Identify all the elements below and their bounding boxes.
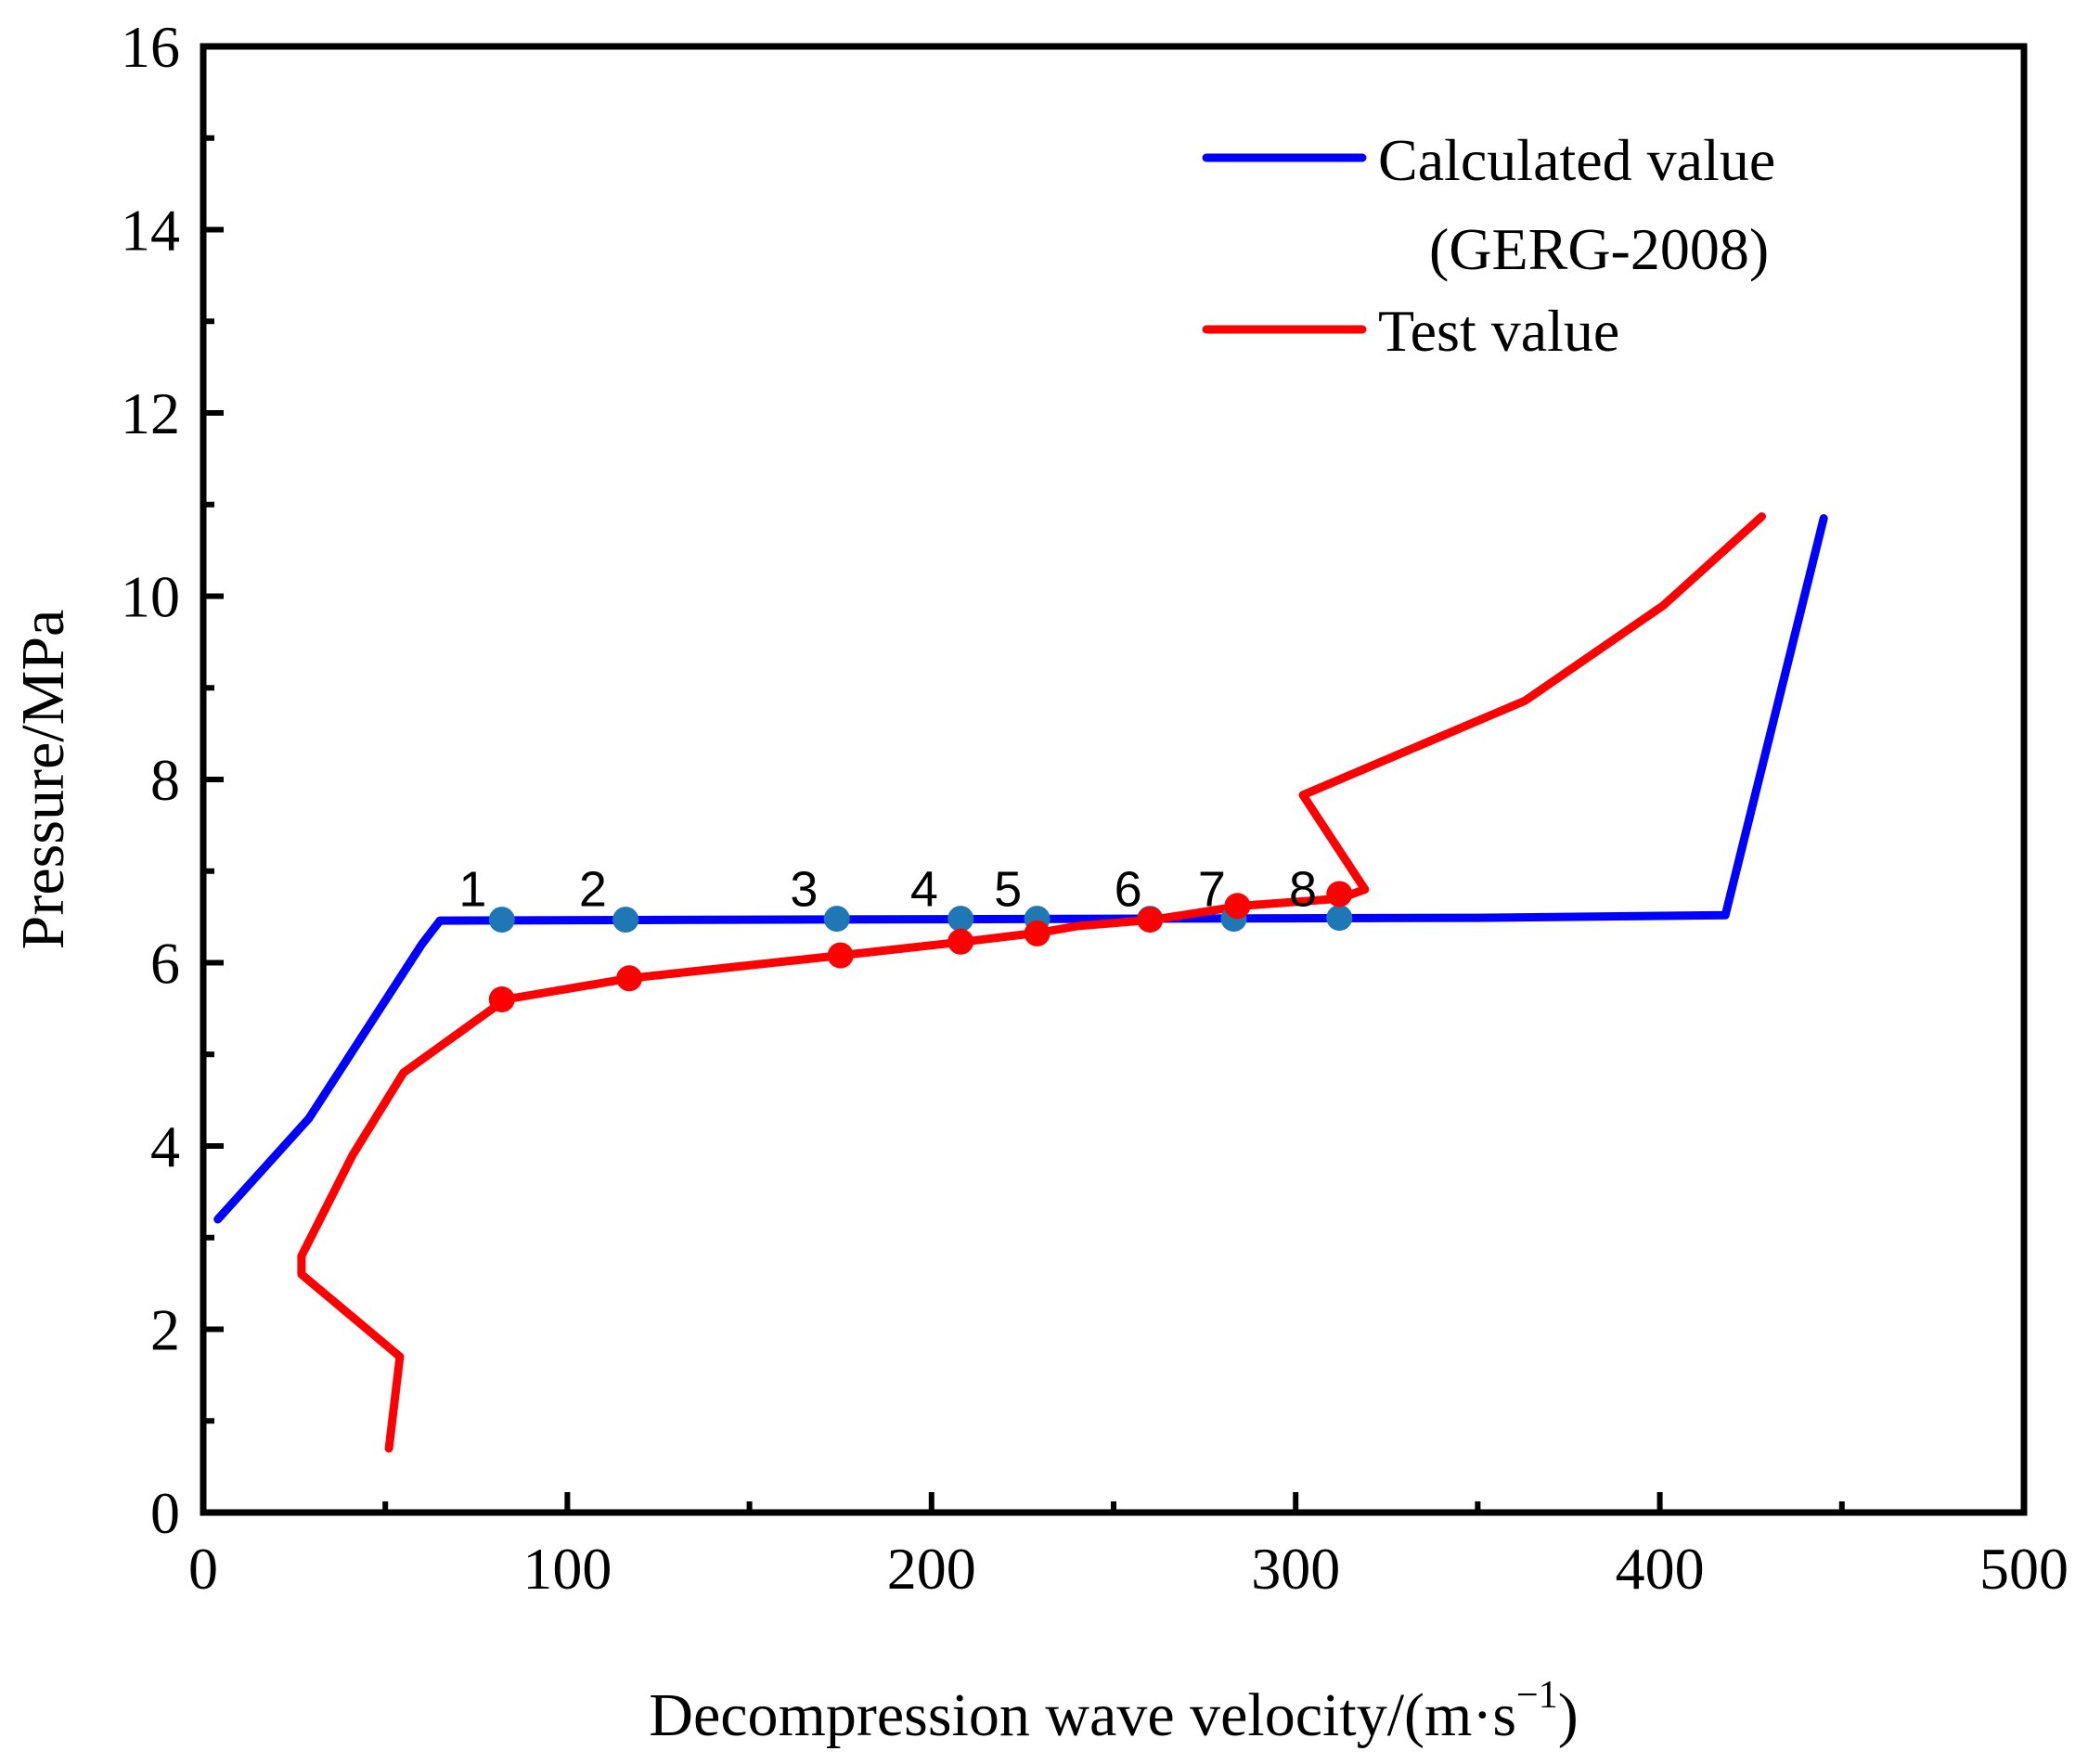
y-tick-label: 16 xyxy=(121,14,180,80)
point-number-label: 3 xyxy=(790,862,818,918)
y-tick-label: 14 xyxy=(121,198,180,264)
x-axis-title-sup: −1 xyxy=(1516,1674,1558,1717)
test-marker xyxy=(947,928,974,955)
test-marker xyxy=(1224,893,1251,920)
calculated-marker xyxy=(823,906,850,933)
y-axis-title: Pressure/MPa xyxy=(9,610,77,950)
y-tick-label: 2 xyxy=(150,1297,180,1363)
plot-frame xyxy=(200,43,2028,1516)
point-number-label: 4 xyxy=(910,862,938,918)
calculated-marker xyxy=(488,907,515,934)
y-tick-label: 0 xyxy=(150,1480,180,1546)
legend-label-calculated-line2: (GERG-2008) xyxy=(1429,216,1769,282)
y-tick-label: 6 xyxy=(150,931,180,997)
y-tick-label: 8 xyxy=(150,747,180,813)
y-tick-label: 10 xyxy=(121,564,180,630)
x-axis-title-close: ) xyxy=(1558,1681,1579,1749)
x-tick-label: 200 xyxy=(887,1536,976,1602)
markers-layer xyxy=(488,881,1353,1012)
test-marker xyxy=(616,965,643,992)
test-marker xyxy=(1326,881,1353,908)
x-tick-label: 0 xyxy=(188,1536,218,1602)
calculated-marker xyxy=(612,907,639,934)
x-axis-title: Decompression wave velocity/(m·s−1) xyxy=(649,1674,1578,1749)
test-marker xyxy=(1137,907,1164,934)
legend-label-calculated: Calculated value xyxy=(1378,127,1775,193)
point-number-label: 7 xyxy=(1198,862,1226,918)
test-marker xyxy=(1024,920,1050,946)
legend: Calculated value (GERG-2008) Test value xyxy=(1202,127,1775,364)
legend-label-test: Test value xyxy=(1378,298,1619,364)
x-axis-title-main: Decompression wave velocity/(m·s xyxy=(649,1681,1516,1749)
calculated-marker xyxy=(1326,905,1353,932)
point-number-label: 1 xyxy=(458,862,486,918)
y-tick-label: 12 xyxy=(121,380,180,446)
x-tick-label: 400 xyxy=(1616,1536,1705,1602)
point-number-label: 2 xyxy=(579,862,607,918)
y-tick-label: 4 xyxy=(150,1114,180,1179)
series-line-calculated xyxy=(213,514,1828,1224)
x-tick-label: 300 xyxy=(1251,1536,1340,1602)
point-number-label: 8 xyxy=(1289,862,1317,918)
test-marker xyxy=(827,942,854,969)
point-number-label: 6 xyxy=(1115,862,1142,918)
x-tick-label: 100 xyxy=(522,1536,612,1602)
point-number-label: 5 xyxy=(994,862,1022,918)
x-tick-label: 500 xyxy=(1979,1536,2069,1602)
series-layer xyxy=(213,512,1828,1453)
calculated-marker xyxy=(947,906,974,933)
series-line-test xyxy=(297,512,1766,1453)
test-marker xyxy=(488,986,515,1012)
